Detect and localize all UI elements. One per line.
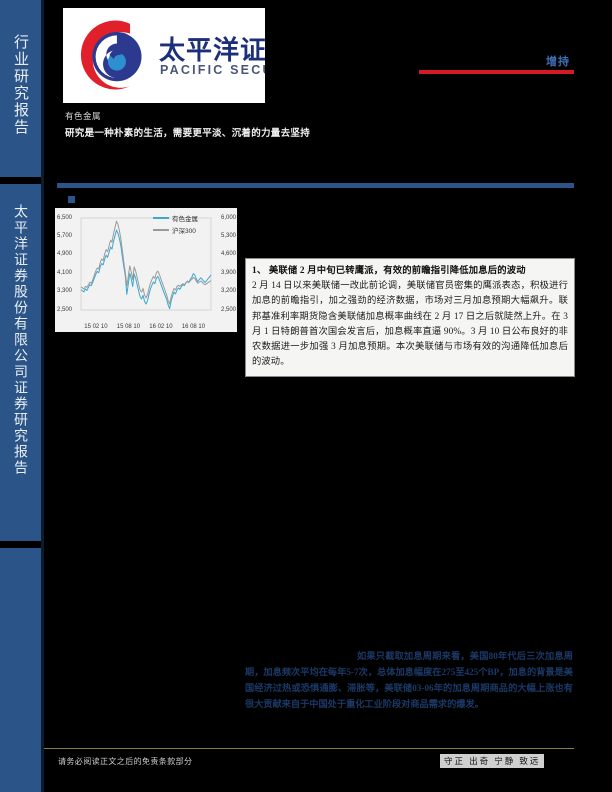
- chart-ytick-right: 5,300: [220, 232, 236, 239]
- footer-divider-rule: [44, 748, 574, 749]
- chart-ytick-left: 4,900: [57, 251, 73, 258]
- chart-xtick: 16 02 10: [149, 324, 173, 330]
- chart-ytick-left: 4,100: [57, 269, 73, 276]
- tagline-text: 研究是一种朴素的生活，需要更平淡、沉着的力量去坚持: [65, 129, 311, 139]
- pacific-securities-logo-icon: [80, 20, 146, 90]
- company-logo: 太平洋证券 PACIFIC SECURITIES: [63, 8, 265, 103]
- sector-label: 有色金属: [65, 111, 102, 121]
- sidebar-band-bottom: [0, 548, 41, 792]
- analysis-title: 1、 美联储 2 月中旬已转鹰派，有效的前瞻指引降低加息后的波动: [252, 266, 526, 276]
- chart-ytick-right: 6,000: [220, 214, 236, 221]
- sidebar-band-top: 行业研究报告: [0, 0, 41, 177]
- bottom-annotation: 如果只截取加息周期来看，美国80年代后三次加息周期，加息频次平均在每年5-7次，…: [245, 651, 573, 710]
- legend-swatch-icon: [153, 229, 169, 231]
- section-divider-rule: [57, 183, 574, 188]
- chart-ytick-left: 2,500: [57, 306, 73, 313]
- chart-legend-item: 沪深300: [153, 225, 198, 235]
- chart-plot-area: [80, 217, 212, 311]
- sidebar-middle-label: 太平洋证券股份有限公司证券研究报告: [12, 204, 27, 476]
- chart-legend-label: 有色金属: [172, 216, 198, 223]
- analysis-text-panel: 1、 美联储 2 月中旬已转鹰派，有效的前瞻指引降低加息后的波动 2 月 14 …: [245, 258, 575, 377]
- chart-legend-label: 沪深300: [172, 228, 196, 235]
- chart-ytick-left: 5,700: [57, 232, 73, 239]
- legend-swatch-icon: [153, 217, 169, 219]
- section-bullet-square: [68, 196, 75, 203]
- chart-legend: 有色金属沪深300: [153, 213, 198, 237]
- chart-xtick: 16 08 10: [181, 324, 206, 330]
- chart-ytick-left: 6,500: [57, 214, 73, 221]
- chart-xtick: 15 08 10: [116, 324, 141, 330]
- chart-legend-item: 有色金属: [153, 213, 198, 223]
- chart-ytick-left: 3,300: [57, 288, 73, 295]
- analysis-body: 2 月 14 日以来美联储一改此前论调，美联储官员密集的鹰派表态，积极进行加息的…: [252, 281, 568, 367]
- chart-ytick-right: 2,500: [220, 306, 236, 313]
- sidebar-band-middle: 太平洋证券股份有限公司证券研究报告: [0, 184, 41, 541]
- sidebar-top-label: 行业研究报告: [12, 34, 28, 136]
- chart-ytick-right: 3,200: [220, 288, 236, 295]
- chart-ytick-right: 4,600: [220, 251, 236, 258]
- sidebar-edge-rule: [41, 0, 44, 792]
- footer-slogan: 守正 出奇 宁静 致远: [440, 754, 545, 768]
- logo-chinese-name: 太平洋证券: [159, 35, 265, 65]
- logo-english-name: PACIFIC SECURITIES: [160, 63, 265, 77]
- chart-ytick-right: 3,900: [220, 269, 236, 276]
- rating-red-rule: [419, 70, 574, 74]
- rating-badge: 增持: [546, 56, 570, 68]
- footer-disclaimer: 请务必阅读正文之后的免责条款部分: [58, 757, 193, 766]
- index-comparison-chart: 6,500 6,000 5,700 5,300 4,900 4,600 4,100 3,900…: [55, 208, 237, 332]
- chart-xtick: 15 02 10: [84, 324, 108, 330]
